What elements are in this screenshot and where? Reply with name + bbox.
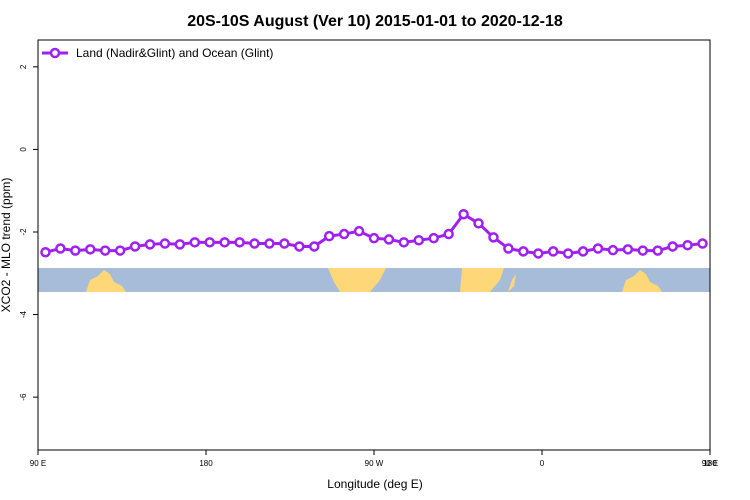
x-tick-label: 0 [540, 459, 545, 468]
data-point [428, 232, 439, 244]
data-point [368, 232, 380, 244]
data-point [547, 246, 559, 257]
data-point [174, 239, 186, 250]
data-point [398, 237, 410, 248]
data-point [607, 244, 619, 256]
data-point [562, 248, 574, 259]
data-point [264, 238, 275, 249]
data-point [294, 241, 305, 252]
data-point [443, 228, 454, 240]
data-point [323, 230, 335, 242]
data-point [503, 243, 514, 254]
data-point [667, 241, 678, 252]
x-tick-label: 180 [703, 459, 717, 468]
data-point [338, 228, 350, 240]
data-point [473, 218, 484, 229]
data-point [637, 245, 649, 256]
x-tick-label: 90 E [30, 459, 46, 468]
x-tick-label: 90 E [702, 459, 718, 468]
data-point [518, 246, 529, 257]
data-point [55, 243, 66, 254]
data-point [577, 246, 589, 257]
land-australia [86, 270, 126, 292]
data-point [85, 244, 96, 255]
data-point [189, 237, 201, 248]
data-point [144, 239, 156, 250]
y-tick-label: 2 [19, 64, 28, 69]
land-africa [460, 268, 504, 292]
data-point [652, 245, 663, 256]
legend-label: Land (Nadir&Glint) and Ocean (Glint) [76, 46, 273, 60]
y-tick-label: 0 [19, 147, 28, 152]
data-point [99, 245, 111, 256]
data-point [114, 245, 126, 256]
data-point [219, 237, 230, 248]
data-point [249, 238, 260, 249]
data-point [533, 248, 544, 259]
data-point [159, 238, 171, 249]
data-point [309, 241, 320, 252]
data-point [592, 243, 604, 254]
land-south-america [328, 268, 386, 292]
data-point [40, 246, 51, 258]
x-tick-label: 180 [199, 459, 213, 468]
y-tick-label: -2 [19, 228, 28, 236]
y-tick-label: -4 [19, 310, 28, 318]
map-strip [38, 268, 710, 292]
data-point [279, 238, 290, 249]
data-point [622, 244, 634, 255]
data-point [234, 237, 245, 248]
data-point [129, 241, 141, 252]
y-axis-label: XCO2 - MLO trend (ppm) [0, 178, 13, 313]
data-point [458, 208, 469, 220]
data-point [682, 239, 693, 251]
data-point [697, 238, 708, 249]
x-axis-label: Longitude (deg E) [327, 477, 422, 491]
y-tick-label: -6 [19, 393, 28, 401]
land-madagascar [508, 274, 516, 292]
chart-title: 20S-10S August (Ver 10) 2015-01-01 to 20… [187, 13, 563, 30]
data-point [204, 237, 215, 248]
data-point [488, 232, 499, 243]
x-tick-label: 90 W [365, 459, 384, 468]
land-australia-2 [622, 270, 662, 292]
data-point [383, 234, 395, 245]
data-point [70, 245, 81, 256]
data-point [413, 235, 425, 246]
legend-marker [49, 47, 61, 59]
data-point [353, 225, 365, 237]
